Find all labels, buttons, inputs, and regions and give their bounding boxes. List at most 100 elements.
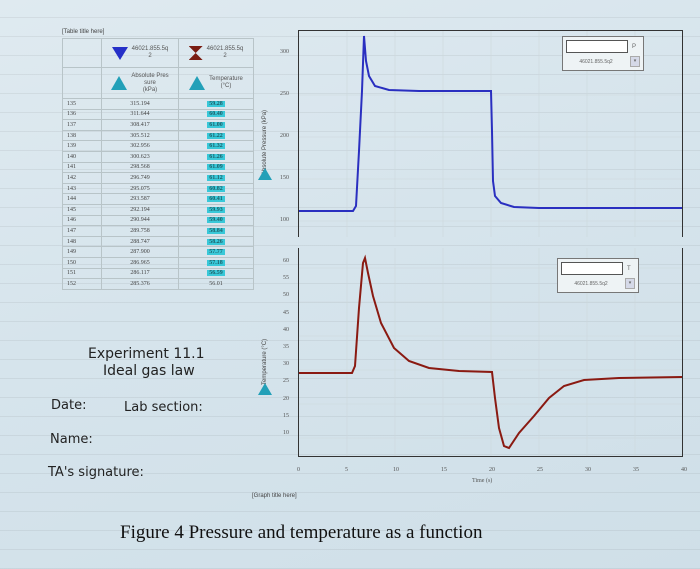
name-label: Name:: [50, 432, 93, 447]
sensor2-header[interactable]: 46021.855.5q 2: [178, 38, 254, 68]
pressure-value-field[interactable]: [566, 40, 628, 53]
table-row[interactable]: 143 295.075 60.82: [62, 182, 254, 195]
pressure-cell: 302.956: [101, 140, 179, 152]
temperature-line: [299, 248, 682, 456]
pressure-cell: 293.587: [101, 193, 179, 205]
temperature-series-marker-icon: [188, 46, 203, 60]
row-index: 144: [62, 193, 102, 205]
time-axis-label: Time (s): [472, 478, 493, 484]
figure-caption: Figure 4 Pressure and temperature as a f…: [120, 522, 483, 543]
temperature-axis-warning-icon[interactable]: [258, 383, 272, 395]
temperature-sensor-dropdown[interactable]: ▾: [625, 278, 635, 289]
pressure-column-header[interactable]: Absolute Pres sure (kPa): [101, 67, 179, 99]
table-row[interactable]: 135 315.194 59.28: [62, 98, 254, 110]
pressure-cell: 300.623: [101, 150, 179, 163]
table-row[interactable]: 140 300.623 61.26: [62, 150, 254, 163]
table-row[interactable]: 141 298.568 61.09: [62, 161, 254, 174]
pressure-cell: 286.117: [101, 267, 179, 280]
temperature-cell: 59.28: [178, 98, 254, 110]
temperature-cell: 57.18: [178, 256, 254, 269]
pressure-axis-warning-icon[interactable]: [258, 168, 272, 180]
table-row[interactable]: 151 286.117 56.59: [62, 267, 254, 280]
temperature-cell: 56.01: [178, 278, 254, 290]
temperature-y-tick: 60: [283, 258, 289, 264]
row-index: 151: [62, 267, 102, 280]
table-row[interactable]: 152 285.376 56.01: [62, 278, 254, 290]
pressure-cell: 296.749: [101, 172, 179, 184]
pressure-series-marker-icon: [111, 46, 128, 60]
temperature-y-tick: 50: [283, 292, 289, 299]
table-row[interactable]: 138 305.512 61.22: [62, 129, 254, 142]
experiment-title: Experiment 11.1: [88, 346, 205, 362]
pressure-cell: 311.644: [101, 108, 179, 121]
table-row[interactable]: 142 296.749 61.12: [62, 172, 254, 184]
temperature-cell: 61.22: [178, 129, 254, 142]
table-row[interactable]: 144 293.587 60.41: [62, 193, 254, 205]
temperature-y-tick: 10: [283, 430, 289, 436]
table-row[interactable]: 147 289.758 58.84: [62, 225, 254, 237]
table-row[interactable]: 137 308.417 61.00: [62, 119, 254, 131]
row-index: 141: [62, 161, 102, 174]
temperature-cell: 61.32: [178, 140, 254, 152]
time-x-tick: 5: [345, 467, 348, 473]
temperature-cell: 61.26: [178, 150, 254, 163]
temperature-y-tick: 35: [283, 344, 289, 350]
temperature-y-tick: 20: [283, 395, 289, 402]
lab-section-label: Lab section:: [124, 400, 203, 415]
pressure-sensor-name: 46021.855.5q2: [579, 58, 613, 65]
temperature-cell: 59.93: [178, 203, 254, 216]
graph-title: [Graph title here]: [252, 493, 297, 499]
temperature-y-tick: 15: [283, 412, 289, 419]
pressure-y-tick: 200: [280, 133, 289, 139]
row-index: 148: [62, 235, 102, 248]
pressure-line: [299, 31, 682, 237]
pressure-cell: 286.965: [101, 256, 179, 269]
row-index: 152: [62, 278, 102, 290]
table-row[interactable]: 145 292.194 59.93: [62, 203, 254, 216]
temperature-y-tick: 45: [283, 309, 289, 316]
table-row[interactable]: 150 286.965 57.18: [62, 256, 254, 269]
pressure-plot-area[interactable]: [298, 30, 683, 237]
row-index: 135: [62, 98, 102, 110]
temperature-column-header[interactable]: Temperature (°C): [178, 67, 254, 99]
row-index: 139: [62, 140, 102, 152]
date-label: Date:: [51, 398, 87, 413]
pressure-cell: 290.944: [101, 214, 179, 227]
temperature-sensor-name: 46021.855.5q2: [574, 280, 608, 287]
row-index: 140: [62, 150, 102, 163]
pressure-sensor-dropdown[interactable]: ▾: [630, 56, 640, 67]
time-x-tick: 30: [585, 467, 591, 473]
row-index: 150: [62, 256, 102, 269]
table-row[interactable]: 149 287.900 57.77: [62, 246, 254, 258]
temperature-cell: 59.40: [178, 214, 254, 227]
table-row[interactable]: 148 288.747 58.26: [62, 235, 254, 248]
row-index: 146: [62, 214, 102, 227]
table-row[interactable]: 136 311.644 60.40: [62, 108, 254, 121]
experiment-subtitle: Ideal gas law: [103, 363, 195, 379]
temperature-cell: 60.82: [178, 182, 254, 195]
row-index: 137: [62, 119, 102, 131]
temperature-cell: 60.41: [178, 193, 254, 205]
temperature-y-axis-label: Temperature (°C): [262, 338, 268, 385]
pressure-cell: 308.417: [101, 119, 179, 131]
pressure-cell: 292.194: [101, 203, 179, 216]
warning-icon: [189, 76, 206, 90]
pressure-y-axis-label: Absolute Pressure (kPa): [262, 109, 268, 175]
temperature-y-tick: 40: [283, 326, 289, 333]
row-index: 145: [62, 203, 102, 216]
ta-signature-label: TA's signature:: [48, 465, 144, 480]
temperature-y-tick: 55: [283, 275, 289, 282]
warning-icon: [111, 76, 128, 90]
sensor1-header[interactable]: 46021.855.5q 2: [101, 38, 179, 68]
temperature-y-tick: 30: [283, 361, 289, 368]
row-index: 142: [62, 172, 102, 184]
row-index: 136: [62, 108, 102, 121]
temperature-plot-area[interactable]: [298, 248, 683, 457]
table-row[interactable]: 146 290.944 59.40: [62, 214, 254, 227]
data-table: 46021.855.5q 2 46021.855.5q 2 Absolute Pre…: [62, 38, 254, 290]
table-row[interactable]: 139 302.956 61.32: [62, 140, 254, 152]
time-x-tick: 25: [537, 467, 543, 473]
temperature-value-field[interactable]: [561, 262, 623, 275]
table-title: [Table title here]: [62, 29, 105, 35]
pressure-y-tick: 300: [280, 49, 289, 55]
